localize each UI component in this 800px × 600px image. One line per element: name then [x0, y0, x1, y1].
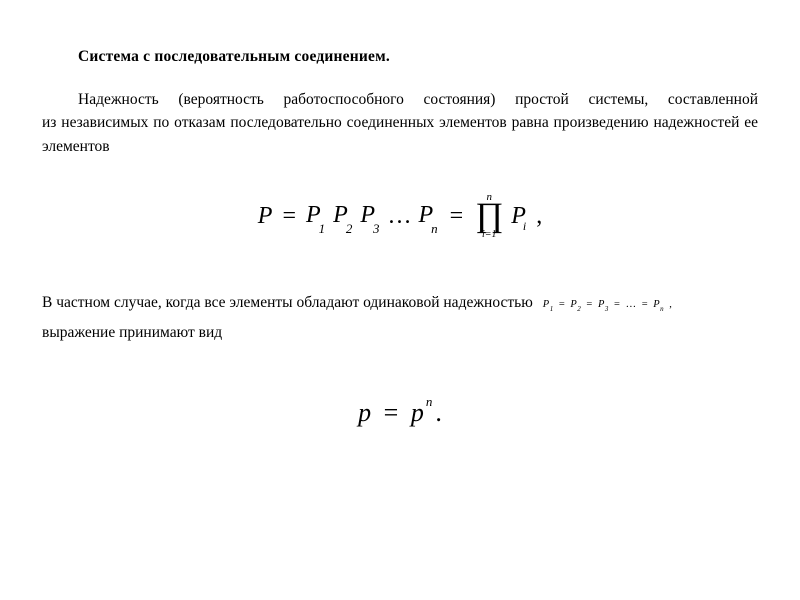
document-page: Система с последовательным соединением. … [0, 0, 800, 428]
equals-sign: = [278, 204, 300, 228]
f2-lhs: p [358, 398, 371, 427]
f1-lhs: P [258, 204, 273, 228]
paragraph-special-case: В частном случае, когда все элементы обл… [42, 294, 758, 312]
f2-rhs: pn [411, 398, 433, 427]
f1-fac-2: P2 [333, 203, 354, 230]
equals-sign: = [446, 204, 468, 228]
product-operator: n ∏ i=1 [475, 192, 503, 241]
equals-sign: = [378, 398, 405, 427]
formula-power: p = pn. [42, 398, 758, 428]
f2-trail: . [435, 398, 442, 427]
f1-prod-body: Pi [511, 204, 526, 228]
f1-fac-1: P1 [306, 203, 327, 230]
p2-text-b: выражение принимают вид [42, 324, 758, 342]
section-heading: Система с последовательным соединением. [78, 48, 758, 66]
formula-product: P = P1 P2 P3 … Pn = n ∏ i=1 Pi , [42, 192, 758, 241]
f1-fac-3: P3 [360, 203, 381, 230]
f1-trail: , [536, 204, 542, 228]
f1-ellipsis: … [388, 204, 413, 228]
f1-fac-n: Pn [419, 203, 440, 230]
inline-equality: P1 = P2 = P3 = … = Pn , [543, 299, 675, 312]
paragraph-intro: Надежность (вероятность работоспособного… [42, 88, 758, 158]
p2-text-a: В частном случае, когда все элементы обл… [42, 294, 533, 312]
